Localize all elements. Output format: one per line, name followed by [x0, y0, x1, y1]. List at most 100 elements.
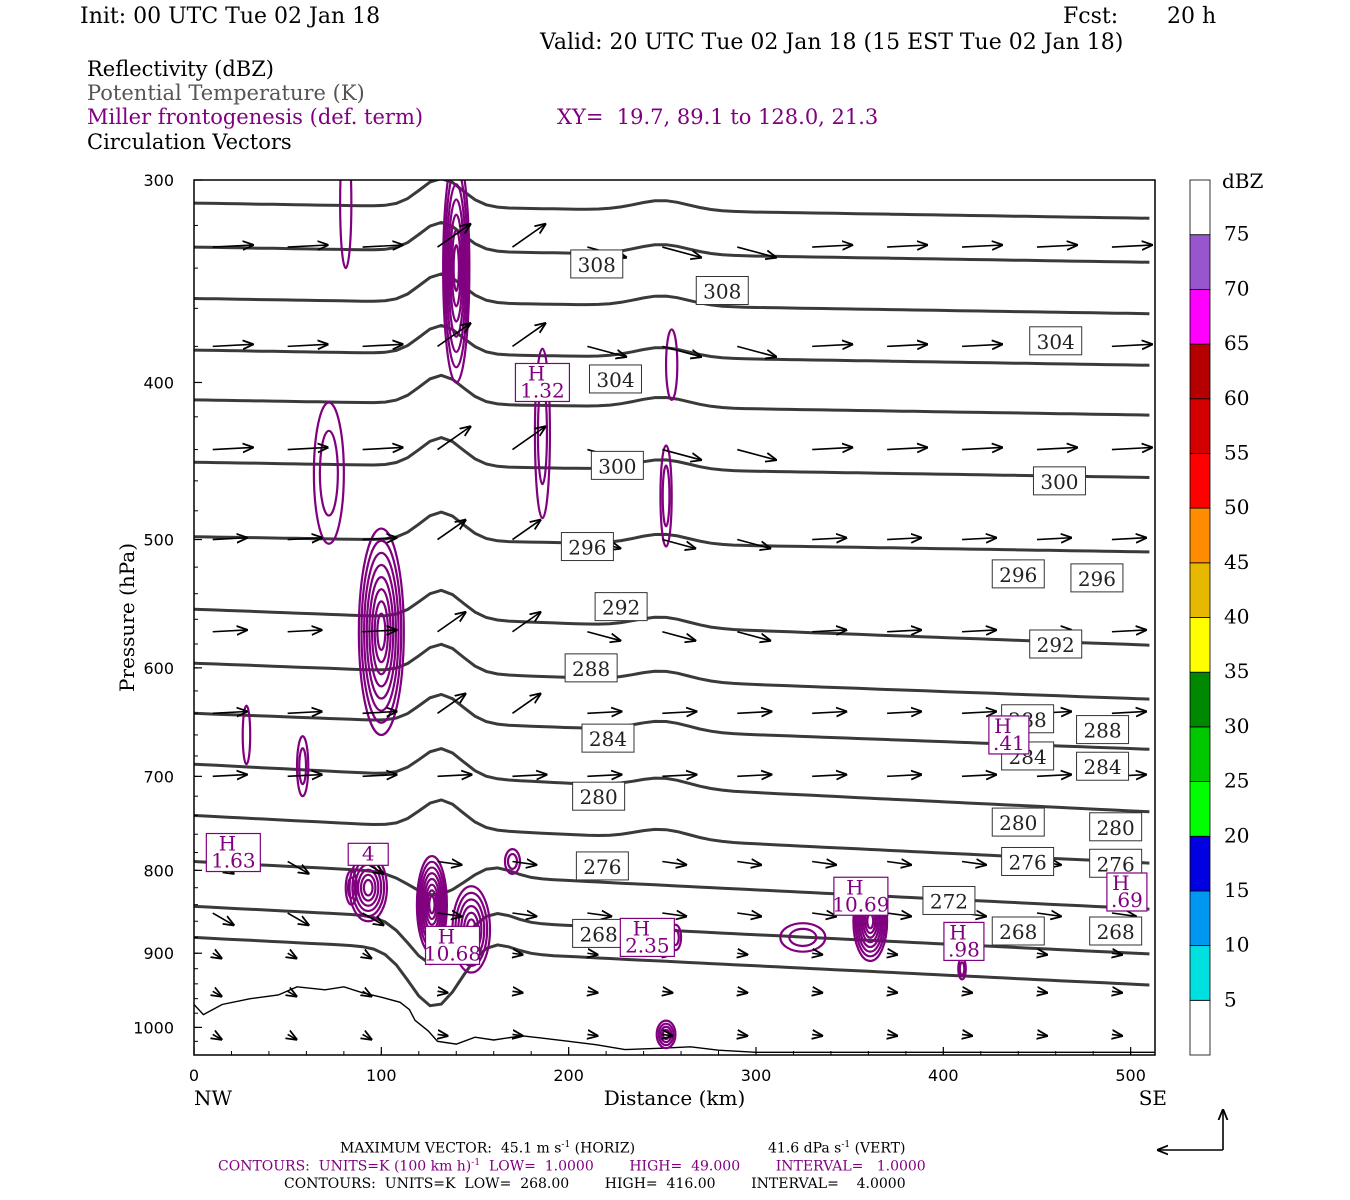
vector-arrow — [512, 694, 540, 714]
vector-arrow — [512, 913, 536, 916]
vector-arrow — [887, 630, 921, 632]
vector-arrow — [1111, 245, 1152, 247]
colorbar-label: 65 — [1224, 331, 1249, 355]
vector-arrow — [363, 953, 372, 958]
fronto-max-box — [424, 925, 481, 965]
vector-scale-icon — [1158, 1110, 1223, 1150]
vector-arrow — [662, 913, 686, 916]
y-tick-label: 1000 — [133, 1018, 174, 1037]
colorbar-label: 55 — [1224, 440, 1249, 464]
vector-arrow — [1111, 712, 1146, 714]
vector-arrow — [962, 344, 1002, 346]
fronto-max-box — [347, 842, 389, 866]
vector-arrow — [812, 991, 822, 992]
fronto-max-value: 1.32 — [520, 378, 565, 402]
colorbar-swatch — [1189, 890, 1211, 947]
fronto-contour — [346, 876, 356, 899]
vector-arrow — [812, 245, 852, 247]
vector-arrow — [962, 712, 996, 714]
contours-theta-info: CONTOURS: UNITS=K LOW= 268.00 HIGH= 416.… — [284, 1176, 906, 1192]
vector-arrow — [737, 991, 747, 992]
fronto-max-value: 10.68 — [424, 941, 481, 965]
vector-arrow — [812, 630, 846, 632]
fronto-contour — [344, 869, 359, 906]
vector-arrow — [362, 245, 403, 247]
colorbar: 5 10 15 20 25 30 35 40 45 50 55 60 65 70 75 dBZ — [1189, 169, 1264, 1056]
vector-arrow — [737, 448, 776, 460]
vector-arrow — [212, 538, 247, 540]
vector-arrow — [512, 861, 536, 864]
theta-label: 284 — [589, 727, 627, 751]
vector-arrow — [812, 344, 852, 346]
legend-reflectivity: Reflectivity (dBZ) — [87, 57, 275, 81]
colorbar-label: 30 — [1224, 714, 1249, 738]
theta-label: 288 — [1083, 719, 1121, 743]
y-tick-label: 500 — [143, 531, 174, 550]
vector-arrow — [288, 953, 297, 958]
theta-label: 308 — [703, 280, 741, 304]
max-vector-vert: 41.6 dPa s-1 (VERT) — [768, 1140, 906, 1157]
vector-arrow — [212, 775, 247, 777]
vector-arrow — [1111, 538, 1146, 540]
theta-line-268 — [194, 935, 1150, 1008]
vector-arrow — [962, 538, 996, 540]
theta-line-308 — [194, 373, 1150, 417]
fronto-max-box — [833, 876, 889, 916]
vector-arrow — [737, 630, 770, 641]
colorbar-label: 70 — [1224, 276, 1249, 300]
vector-arrow — [1111, 913, 1136, 916]
theta-label-box — [922, 885, 976, 915]
legend-potential-temperature: Potential Temperature (K) — [87, 81, 365, 105]
fronto-max-box — [205, 832, 261, 873]
fronto-contour — [449, 213, 464, 323]
vector-arrow — [662, 538, 695, 549]
fronto-contour — [661, 464, 671, 528]
colorbar-swatch — [1189, 835, 1211, 892]
y-axis-label: Pressure (hPa) — [115, 543, 139, 692]
vector-arrow — [737, 1034, 747, 1035]
fronto-contour — [298, 747, 308, 786]
vector-arrow — [212, 447, 253, 449]
vector-arrow — [1111, 630, 1146, 632]
theta-label-box — [991, 916, 1045, 946]
vector-arrow — [961, 861, 986, 864]
vector-arrow — [737, 913, 761, 916]
vector-arrow — [213, 953, 222, 958]
fronto-max-value: .98 — [948, 937, 980, 961]
vector-arrow — [1037, 991, 1047, 992]
theta-line-292 — [194, 642, 1150, 701]
vector-arrow — [213, 1034, 222, 1039]
fronto-contour — [958, 961, 966, 977]
fronto-contour — [339, 180, 353, 270]
vector-arrow — [437, 427, 471, 451]
theta-label: 296 — [999, 563, 1037, 587]
fronto-contour — [359, 873, 377, 902]
colorbar-label: 15 — [1224, 878, 1249, 902]
vector-arrow — [587, 775, 621, 777]
vector-arrow — [212, 245, 253, 247]
vector-arrow — [512, 1034, 522, 1035]
vector-arrow — [1036, 538, 1071, 540]
vector-arrow — [1036, 245, 1077, 247]
fronto-max-box — [619, 917, 675, 958]
colorbar-swatch — [1189, 507, 1211, 564]
colorbar-swatch — [1189, 288, 1211, 345]
colorbar-swatch — [1189, 999, 1211, 1056]
theta-label-box — [572, 781, 626, 811]
fronto-max-value: .69 — [1111, 888, 1143, 912]
colorbar-swatch — [1189, 398, 1211, 454]
vector-arrow — [962, 1034, 972, 1035]
vector-arrow — [737, 953, 747, 954]
vector-arrow — [662, 861, 686, 864]
fronto-contour — [452, 244, 460, 293]
colorbar-label: 60 — [1224, 386, 1249, 410]
vector-arrow — [662, 775, 696, 777]
vector-arrow — [887, 712, 921, 714]
forecast-hours: 20 h — [1167, 4, 1217, 29]
fronto-max-box — [943, 921, 985, 962]
vector-arrow — [287, 775, 322, 777]
vector-arrow — [1112, 991, 1122, 992]
theta-label-box — [588, 364, 642, 394]
vector-arrow — [587, 991, 597, 992]
terrain-line — [194, 986, 1155, 1053]
